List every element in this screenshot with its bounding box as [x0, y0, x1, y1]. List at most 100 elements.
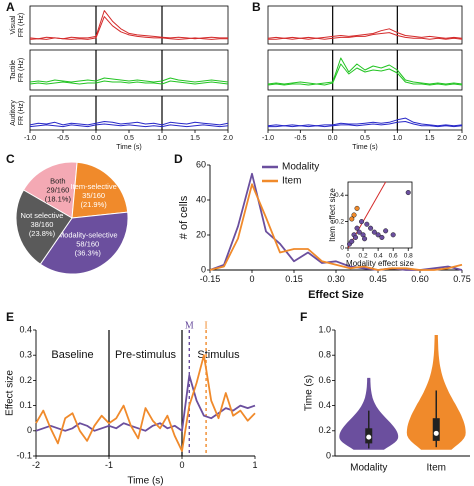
x-tick-label: 0.75 [453, 274, 471, 284]
violin-median [433, 430, 439, 436]
inset-frame [347, 181, 413, 249]
x-tick-label: -1.0 [262, 135, 274, 142]
scatter-point [349, 238, 355, 244]
trace [267, 57, 463, 85]
x-tick-label: 0.5 [360, 135, 370, 142]
slice-percent: (36.3%) [75, 248, 102, 257]
x-tick-label: 0 [179, 460, 184, 470]
y-axis-label: Visual [10, 15, 17, 34]
trace [29, 77, 229, 83]
scatter-point [364, 221, 370, 227]
legend-label: Modality [282, 162, 319, 173]
y-tick-label: 0.3 [19, 350, 32, 360]
x-tick-label: -0.15 [200, 274, 221, 284]
y-axis-label: FR (Hz) [18, 101, 25, 126]
violin-box [432, 418, 440, 441]
trace [267, 63, 463, 86]
y-tick-label: 0.6 [318, 375, 331, 385]
scatter-point [405, 190, 411, 196]
period-label: Stimulus [197, 349, 240, 361]
y-tick-label: 0 [201, 264, 206, 274]
trace [29, 16, 228, 40]
y-tick-label: 0.2 [19, 375, 32, 385]
pie-slice [15, 189, 73, 265]
scatter-point [351, 212, 357, 218]
scatter-point [375, 232, 381, 238]
x-axis-label: Modality effect size [346, 259, 414, 268]
trace [29, 121, 229, 126]
slice-value: 38/160 [30, 220, 53, 229]
y-tick-label: 0 [326, 450, 331, 460]
x-tick-label: 0.15 [285, 274, 303, 284]
trace [29, 123, 229, 128]
y-tick-label: 1.0 [318, 324, 331, 334]
row-frame [267, 49, 463, 91]
trace [268, 32, 463, 40]
panel-label: D [174, 152, 183, 166]
scatter-point [371, 229, 377, 235]
y-tick-label: 20 [196, 229, 206, 239]
slice-percent: (23.8%) [29, 229, 56, 238]
x-tick-label: 0.8 [404, 253, 413, 260]
slice-percent: (21.9%) [81, 200, 108, 209]
y-axis-label: Time (s) [304, 375, 315, 411]
x-axis-label: Time (s) [127, 476, 163, 486]
x-tick-label: 0.0 [328, 135, 338, 142]
x-tick-label: 0.30 [327, 274, 345, 284]
y-tick-label: 40 [196, 194, 206, 204]
row-frame [29, 5, 229, 45]
slice-percent: (18.1%) [45, 195, 72, 204]
line [209, 183, 463, 271]
x-tick-label: -0.5 [294, 135, 306, 142]
line [35, 374, 256, 432]
onset-label: M [185, 320, 194, 331]
panel-label: A [6, 0, 15, 14]
slice-label: Item-selective [71, 182, 117, 191]
scatter-point [359, 219, 365, 225]
y-tick-label: -0.1 [16, 450, 32, 460]
panel-label: E [6, 310, 14, 324]
x-tick-label: 0 [346, 253, 350, 260]
y-tick-label: 0.4 [19, 324, 32, 334]
x-tick-label: -1.0 [24, 135, 36, 142]
slice-value: 29/160 [46, 186, 69, 195]
x-tick-label: 0.45 [369, 274, 387, 284]
x-tick-label: 2.0 [457, 135, 467, 142]
y-axis-label: FR (Hz) [18, 58, 25, 83]
scatter-point [352, 234, 359, 240]
y-axis-label: FR (Hz) [18, 13, 25, 38]
y-tick-label: 0 [27, 425, 32, 435]
y-axis-label: # of cells [178, 195, 190, 239]
scatter-point [368, 225, 374, 231]
slice-value: 35/160 [82, 191, 105, 200]
y-tick-label: 0 [340, 245, 344, 252]
x-tick-label: 0.2 [359, 253, 368, 260]
y-tick-label: 0.4 [318, 400, 331, 410]
period-label: Baseline [51, 349, 93, 361]
x-tick-label: -0.5 [57, 135, 69, 142]
x-tick-label: 1.0 [392, 135, 402, 142]
x-tick-label: 1.5 [425, 135, 435, 142]
line [35, 354, 256, 452]
x-tick-label: -1 [105, 460, 113, 470]
x-tick-label: Item [427, 463, 446, 474]
slice-label: Not selective [20, 211, 63, 220]
y-tick-label: 0.8 [318, 350, 331, 360]
scatter-point [390, 232, 396, 238]
row-frame [267, 5, 463, 45]
scatter-point [383, 228, 389, 234]
x-tick-label: 2.0 [223, 135, 233, 142]
slice-label: Modality-selective [58, 230, 118, 239]
y-axis-label: Effect size [5, 370, 16, 416]
onset-label: I [204, 320, 207, 331]
x-tick-label: 1.5 [190, 135, 200, 142]
panel-label: B [252, 0, 261, 14]
x-tick-label: 0.60 [411, 274, 429, 284]
x-tick-label: 1 [252, 460, 257, 470]
x-axis-label: Effect Size [308, 289, 364, 301]
y-axis-label: Tactile [10, 60, 17, 80]
period-label: Pre-stimulus [115, 349, 177, 361]
row-frame [29, 49, 229, 91]
panel-label: C [6, 152, 15, 166]
scatter-point [379, 234, 385, 240]
